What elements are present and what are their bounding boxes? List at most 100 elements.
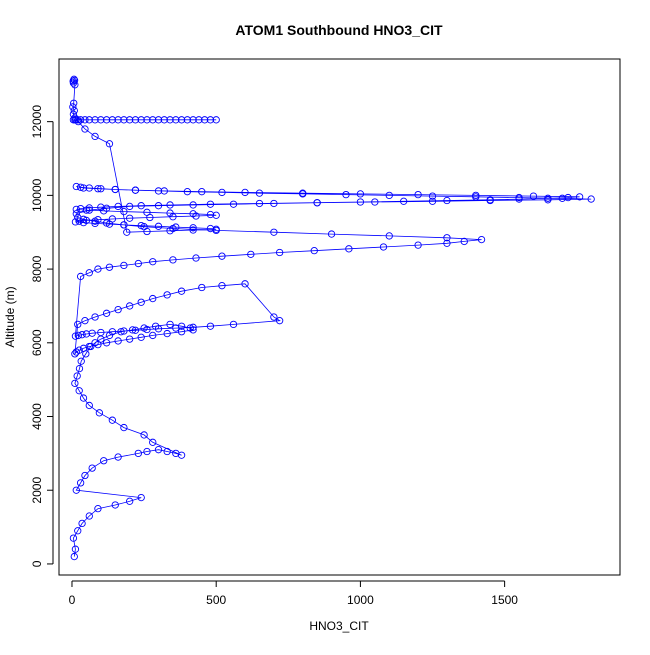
data-point: [82, 330, 91, 338]
data-point: [149, 331, 157, 340]
data-point: [183, 116, 192, 124]
y-axis-label: Altitude (m): [3, 286, 17, 347]
plot-area: [69, 75, 595, 561]
data-point: [177, 328, 186, 336]
data-point: [102, 116, 111, 124]
data-point: [120, 327, 128, 335]
data-point: [183, 188, 192, 196]
data-point: [443, 196, 451, 205]
data-point: [486, 196, 494, 205]
data-point: [163, 447, 171, 456]
data-point: [134, 449, 142, 458]
data-point: [117, 328, 125, 336]
data-point: [218, 188, 226, 197]
data-point: [105, 140, 114, 148]
data-point: [229, 320, 238, 329]
data-point: [345, 245, 353, 253]
data-point: [108, 116, 117, 124]
data-point: [149, 116, 157, 124]
data-point: [137, 116, 145, 124]
data-point: [131, 186, 140, 194]
data-point: [189, 323, 197, 331]
data-point: [428, 197, 437, 205]
data-point: [206, 224, 215, 233]
data-point: [154, 202, 163, 210]
data-point: [120, 221, 128, 229]
data-point: [75, 387, 83, 395]
data-point: [97, 116, 105, 124]
data-point: [189, 224, 197, 232]
data-point: [94, 340, 102, 349]
data-point: [76, 272, 85, 281]
data-point: [443, 239, 451, 247]
data-point: [154, 187, 163, 195]
data-point: [276, 248, 284, 257]
chart-title: ATOM1 Southbound HNO3_CIT: [235, 22, 443, 38]
data-point: [414, 190, 422, 199]
data-point: [218, 252, 226, 260]
data-point: [356, 190, 365, 198]
data-point: [131, 326, 140, 334]
data-point: [78, 519, 86, 528]
data-point: [241, 188, 249, 197]
data-point: [70, 99, 78, 107]
data-point: [229, 200, 238, 208]
data-point: [79, 218, 88, 227]
data-point: [299, 190, 307, 198]
data-point: [79, 344, 88, 352]
data-point: [247, 250, 255, 258]
data-point: [114, 202, 122, 211]
data-point: [255, 199, 264, 208]
data-point: [177, 116, 186, 124]
x-tick-label: 1000: [347, 593, 374, 607]
data-point: [72, 182, 80, 191]
x-tick-label: 500: [206, 593, 226, 607]
data-point: [72, 348, 80, 356]
data-point: [195, 116, 203, 124]
data-point: [97, 185, 105, 193]
data-point: [270, 228, 278, 236]
data-point: [529, 192, 538, 200]
data-point: [564, 193, 572, 202]
data-point: [143, 227, 151, 236]
data-point: [189, 116, 197, 124]
plot-box: [58, 58, 621, 576]
data-point: [120, 207, 128, 216]
data-point: [126, 497, 134, 505]
data-point: [166, 116, 174, 124]
data-point: [102, 309, 111, 317]
x-axis: 0 500 1000 1500: [69, 580, 518, 607]
series-line: [72, 78, 592, 557]
data-point: [276, 317, 284, 325]
data-point: [71, 379, 79, 387]
data-point: [79, 394, 88, 402]
data-point: [120, 116, 128, 124]
data-point: [100, 457, 108, 465]
data-point: [77, 357, 85, 365]
data-point: [126, 302, 134, 310]
data-point: [515, 193, 523, 202]
data-point: [342, 190, 350, 199]
data-point: [74, 213, 82, 222]
data-point: [140, 431, 148, 439]
data-point: [137, 221, 145, 230]
data-point: [97, 328, 105, 337]
data-point: [71, 218, 80, 226]
data-point: [172, 223, 180, 231]
data-point: [81, 125, 89, 133]
data-point: [100, 207, 108, 215]
data-point: [94, 505, 102, 513]
data-point: [154, 222, 163, 230]
y-tick-label: 10000: [30, 178, 44, 212]
data-point: [270, 313, 278, 321]
data-point: [120, 423, 128, 432]
data-point: [126, 116, 134, 124]
data-point: [114, 116, 122, 124]
data-point: [255, 189, 264, 197]
data-point: [477, 235, 486, 244]
data-point: [206, 200, 215, 208]
data-point: [414, 241, 422, 249]
data-point: [75, 217, 83, 225]
data-point: [428, 192, 437, 200]
